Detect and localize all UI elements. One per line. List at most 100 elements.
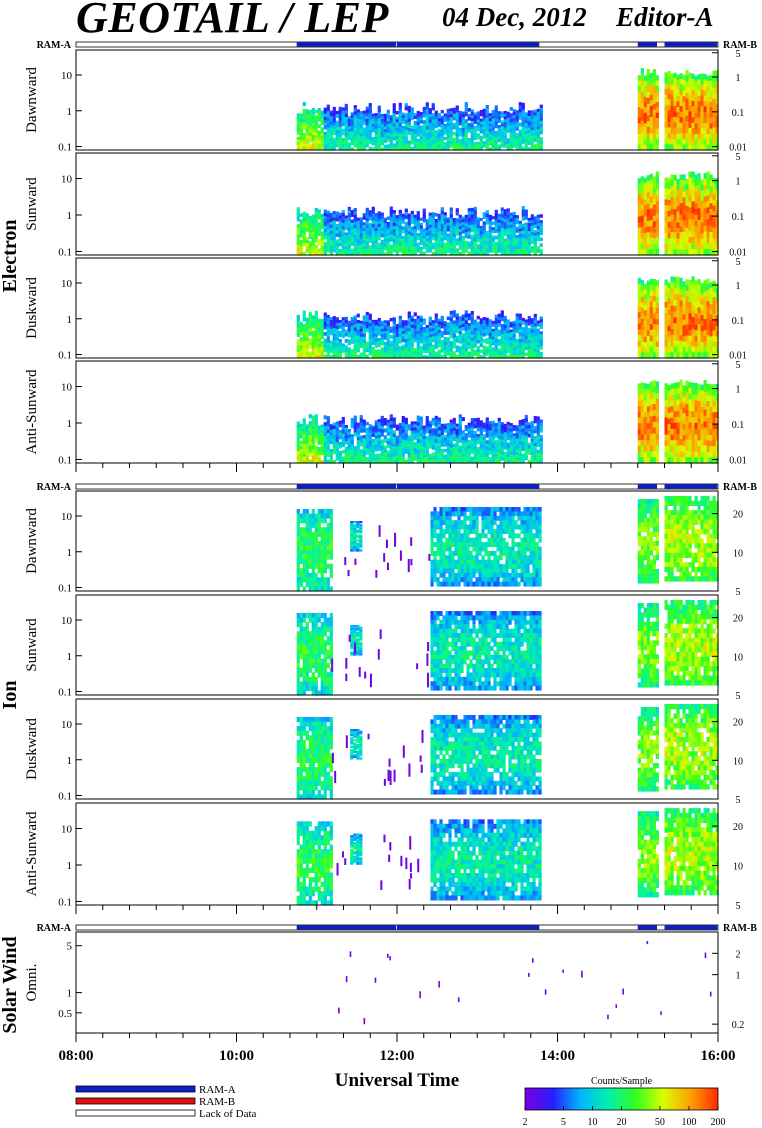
heat-cell xyxy=(350,229,354,234)
heat-cell xyxy=(413,147,417,151)
heat-cell xyxy=(338,113,342,118)
heat-cell xyxy=(455,112,459,117)
heat-cell xyxy=(685,87,689,94)
heat-cell xyxy=(302,214,306,219)
heat-cell xyxy=(652,226,656,234)
heat-cell xyxy=(410,443,414,448)
heat-cell xyxy=(530,138,534,143)
heat-cell xyxy=(670,226,674,233)
heat-cell xyxy=(338,444,342,449)
heat-cell xyxy=(374,128,378,133)
heat-cell xyxy=(464,323,468,328)
heat-cell xyxy=(431,224,435,229)
heat-cell xyxy=(422,338,426,342)
heat-cell xyxy=(712,313,716,320)
heat-cell xyxy=(425,436,429,441)
heat-cell xyxy=(341,116,345,121)
heat-cell xyxy=(637,216,641,223)
heat-cell xyxy=(461,453,465,458)
heat-cell xyxy=(470,324,474,329)
heat-cell xyxy=(652,176,656,183)
heat-cell xyxy=(646,313,650,320)
heat-cell xyxy=(413,457,417,461)
heat-cell xyxy=(377,230,381,234)
heat-cell xyxy=(703,122,707,129)
heat-cell xyxy=(311,432,315,437)
heat-cell xyxy=(344,123,348,128)
heat-cell xyxy=(404,113,408,118)
heat-cell xyxy=(440,429,444,433)
heat-cell xyxy=(518,249,522,253)
heat-cell xyxy=(389,125,393,130)
heat-cell xyxy=(440,443,444,447)
heat-cell xyxy=(500,234,504,239)
heat-cell xyxy=(308,147,312,151)
heat-cell xyxy=(688,285,692,292)
heat-cell xyxy=(482,339,486,343)
heat-cell xyxy=(461,224,465,229)
heat-cell xyxy=(643,331,647,338)
heat-cell xyxy=(386,222,390,226)
heat-cell xyxy=(308,121,312,125)
heat-cell xyxy=(700,336,704,343)
heat-cell xyxy=(494,108,498,113)
heat-cell xyxy=(314,445,318,450)
heat-cell xyxy=(323,216,327,220)
heat-cell xyxy=(709,214,713,222)
heat-cell xyxy=(530,346,534,351)
heat-cell xyxy=(470,118,474,122)
heat-cell xyxy=(703,296,707,304)
heat-cell xyxy=(356,143,360,148)
heat-cell xyxy=(461,111,465,115)
heat-cell xyxy=(380,419,384,424)
heat-cell xyxy=(512,347,516,351)
heat-cell xyxy=(305,429,309,434)
heat-cell xyxy=(419,112,423,116)
heat-cell xyxy=(371,319,375,324)
heat-cell xyxy=(338,130,342,134)
heat-cell xyxy=(485,121,489,125)
heat-cell xyxy=(443,123,447,128)
heat-cell xyxy=(350,337,354,342)
heat-cell xyxy=(712,330,716,337)
heat-cell xyxy=(308,235,312,239)
heat-cell xyxy=(479,109,483,114)
heat-cell xyxy=(715,87,719,94)
heat-cell xyxy=(497,249,501,253)
heat-cell xyxy=(706,207,710,214)
heat-cell xyxy=(416,354,420,359)
heat-cell xyxy=(413,351,417,356)
heat-cell xyxy=(521,102,525,107)
heat-cell xyxy=(353,130,357,135)
heat-cell xyxy=(503,241,507,246)
heat-cell xyxy=(712,244,716,251)
heat-cell xyxy=(530,113,534,117)
heat-cell xyxy=(320,449,324,453)
heat-cell xyxy=(670,139,674,146)
heat-cell xyxy=(676,227,680,234)
heat-cell xyxy=(485,251,489,256)
heat-cell xyxy=(311,336,315,341)
heat-cell xyxy=(413,424,417,428)
heat-cell xyxy=(422,433,426,437)
heat-cell xyxy=(452,450,456,454)
heat-cell xyxy=(404,427,408,432)
heat-cell xyxy=(452,427,456,432)
heat-cell xyxy=(455,119,459,124)
heat-cell xyxy=(539,222,543,227)
heat-cell xyxy=(320,346,324,351)
heat-cell xyxy=(350,440,354,445)
heat-cell xyxy=(398,348,402,353)
heat-cell xyxy=(446,225,450,229)
heat-cell xyxy=(476,339,480,344)
heat-cell xyxy=(437,118,441,122)
heat-cell xyxy=(500,214,504,219)
heat-cell xyxy=(700,201,704,208)
heat-cell xyxy=(359,138,363,143)
heat-cell xyxy=(362,321,366,326)
heat-cell xyxy=(539,334,543,338)
heat-cell xyxy=(688,302,692,309)
heat-cell xyxy=(404,211,408,216)
heat-cell xyxy=(700,144,704,151)
heat-cell xyxy=(341,242,345,246)
